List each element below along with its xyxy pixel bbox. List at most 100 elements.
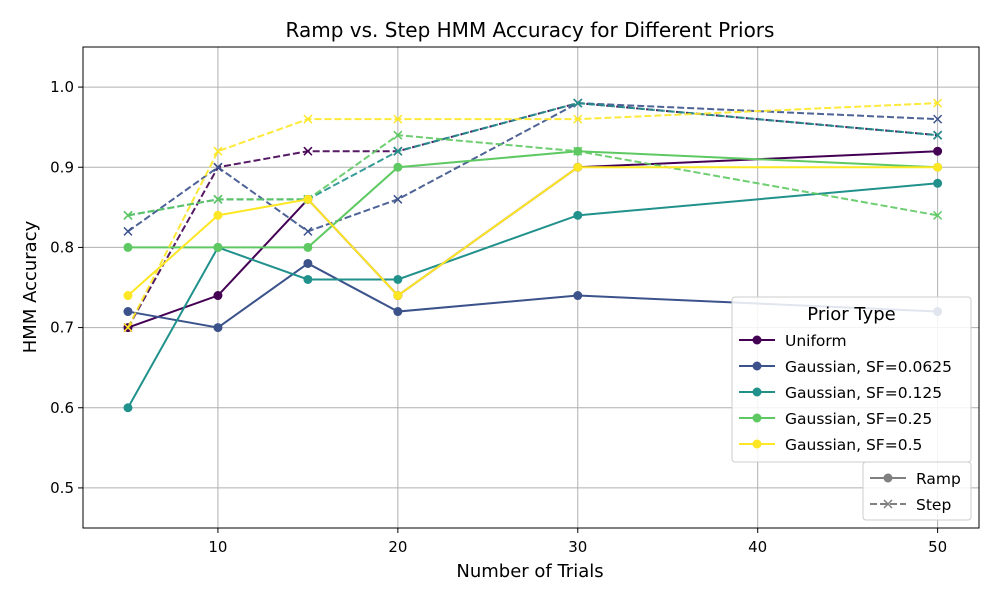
x-marker-stroke [573, 146, 583, 156]
series-3-step-point [123, 210, 133, 220]
series-2-step-point [393, 146, 403, 156]
y-tick-label: 0.5 [50, 479, 74, 497]
series-4-step-point [393, 114, 403, 124]
series-1-ramp-point [393, 307, 403, 317]
y-tick-label: 1.0 [50, 78, 74, 96]
series-layer [123, 98, 943, 413]
x-marker-stroke [393, 194, 403, 204]
y-axis-label: HMM Accuracy [20, 220, 41, 353]
series-1-ramp-point [123, 307, 133, 317]
axis-ticks: 10 20 30 40 50 0.5 0.6 0.7 0.8 0.9 1.0 [50, 78, 947, 556]
series-1-step-point [303, 226, 313, 236]
series-2-ramp-point [393, 274, 403, 284]
legend-swatch-marker [752, 413, 762, 423]
series-4-step-point [573, 114, 583, 124]
legend-entry-label: Gaussian, SF=0.5 [785, 436, 922, 454]
series-4-ramp-point [303, 194, 313, 204]
x-marker-stroke [933, 114, 943, 124]
x-marker-stroke [393, 114, 403, 124]
legend-entry-label: Gaussian, SF=0.0625 [785, 358, 952, 376]
series-3-ramp-point [303, 242, 313, 252]
series-4-step-line [127, 102, 938, 329]
x-marker-stroke [933, 98, 943, 108]
x-tick-label: 20 [388, 538, 407, 556]
series-1-ramp-point [213, 323, 223, 333]
series-1-step-line [127, 102, 938, 233]
series-1-step-point [213, 162, 223, 172]
legend-swatch-marker [752, 361, 762, 371]
legend-line-style: Ramp Step [862, 461, 972, 521]
series-1-ramp-point [573, 291, 583, 301]
series-0-ramp-point [213, 291, 223, 301]
y-tick-label: 0.6 [50, 399, 74, 417]
series-1-step-point [933, 114, 943, 124]
series-1-ramp-line [127, 262, 938, 329]
legend-style-swatch-marker [883, 473, 893, 483]
series-4-step-point [303, 114, 313, 124]
series-2-step-point [573, 98, 583, 108]
x-marker-stroke [123, 226, 133, 236]
x-marker-stroke [573, 114, 583, 124]
x-marker-stroke [933, 210, 943, 220]
series-2-ramp-point [573, 210, 583, 220]
series-3-ramp-point [393, 162, 403, 172]
legend-prior-type: Prior Type Uniform Gaussian, SF=0.0625 Gaus… [731, 296, 972, 463]
x-marker-stroke [573, 98, 583, 108]
x-tick-label: 50 [928, 538, 947, 556]
plot-frame [82, 46, 980, 529]
series-0-ramp-point [933, 146, 943, 156]
y-tick-label: 0.7 [50, 319, 74, 337]
series-1-ramp-point [303, 258, 313, 268]
series-4-ramp-point [573, 162, 583, 172]
chart-title: Ramp vs. Step HMM Accuracy for Different… [286, 18, 775, 42]
x-marker-stroke [303, 146, 313, 156]
y-tick-label: 0.9 [50, 158, 74, 176]
x-tick-label: 30 [568, 538, 587, 556]
legend-style-label: Step [916, 496, 951, 514]
series-0-step-line [127, 102, 938, 329]
legend-swatch-marker [752, 439, 762, 449]
series-1-step-point [393, 194, 403, 204]
series-1-step-point [123, 226, 133, 236]
legend-entry-label: Gaussian, SF=0.25 [785, 410, 932, 428]
y-tick-label: 0.8 [50, 238, 74, 256]
series-4-ramp-point [933, 162, 943, 172]
legend-entry-label: Uniform [785, 332, 847, 350]
x-marker-stroke [123, 323, 133, 333]
series-2-ramp-line [127, 182, 938, 409]
x-marker-stroke [933, 130, 943, 140]
series-3-step-point [393, 130, 403, 140]
legend-title: Prior Type [807, 304, 895, 325]
x-tick-label: 10 [208, 538, 227, 556]
legend-entry-label: Gaussian, SF=0.125 [785, 384, 942, 402]
x-marker-stroke [123, 210, 133, 220]
series-3-step-point [213, 194, 223, 204]
x-tick-label: 40 [748, 538, 767, 556]
series-3-ramp-line [127, 150, 938, 249]
legend-swatch-marker [752, 335, 762, 345]
series-0-step-point [303, 146, 313, 156]
x-axis-label: Number of Trials [456, 561, 603, 582]
legend-style-swatch-marker [883, 499, 893, 509]
series-2-ramp-point [303, 274, 313, 284]
series-2-step-point [933, 130, 943, 140]
series-4-step-point [123, 323, 133, 333]
series-3-step-line [127, 134, 938, 217]
series-4-step-point [933, 98, 943, 108]
legend-style-label: Ramp [916, 470, 961, 488]
series-4-ramp-line [127, 166, 938, 297]
legend-box [731, 296, 972, 463]
series-3-ramp-point [213, 242, 223, 252]
x-marker-stroke [883, 499, 893, 509]
series-3-ramp-point [123, 242, 133, 252]
series-4-ramp-point [393, 291, 403, 301]
series-3-step-point [573, 146, 583, 156]
x-marker-stroke [393, 146, 403, 156]
x-marker-stroke [213, 146, 223, 156]
x-marker-stroke [393, 130, 403, 140]
series-2-ramp-point [123, 403, 133, 413]
series-4-ramp-point [123, 291, 133, 301]
series-2-ramp-point [933, 178, 943, 188]
series-3-step-point [933, 210, 943, 220]
x-marker-stroke [303, 114, 313, 124]
